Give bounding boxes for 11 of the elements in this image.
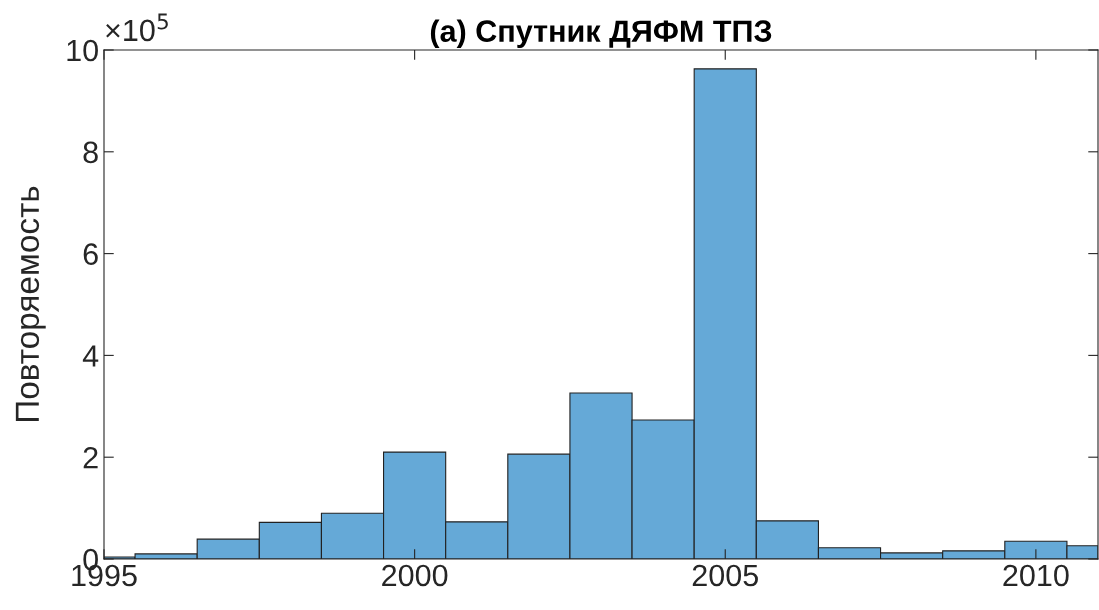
y-tick-label: 6	[83, 243, 98, 265]
y-tick-label: 8	[83, 141, 98, 164]
y-axis-title: Повторяемость	[15, 186, 46, 421]
chart-title: (a) Спутник ДЯФМ ТПЗ	[430, 19, 772, 49]
x-tick-label: 2000	[382, 564, 448, 587]
y-tick-label: 2	[83, 446, 98, 469]
x-tick-label: 2010	[1003, 564, 1069, 587]
y-tick-label: 10	[67, 39, 98, 62]
text: ×10$^{5}$	[106, 13, 168, 42]
y-tick-label: 4	[82, 345, 99, 367]
x-tick-label: 2005	[692, 564, 758, 587]
